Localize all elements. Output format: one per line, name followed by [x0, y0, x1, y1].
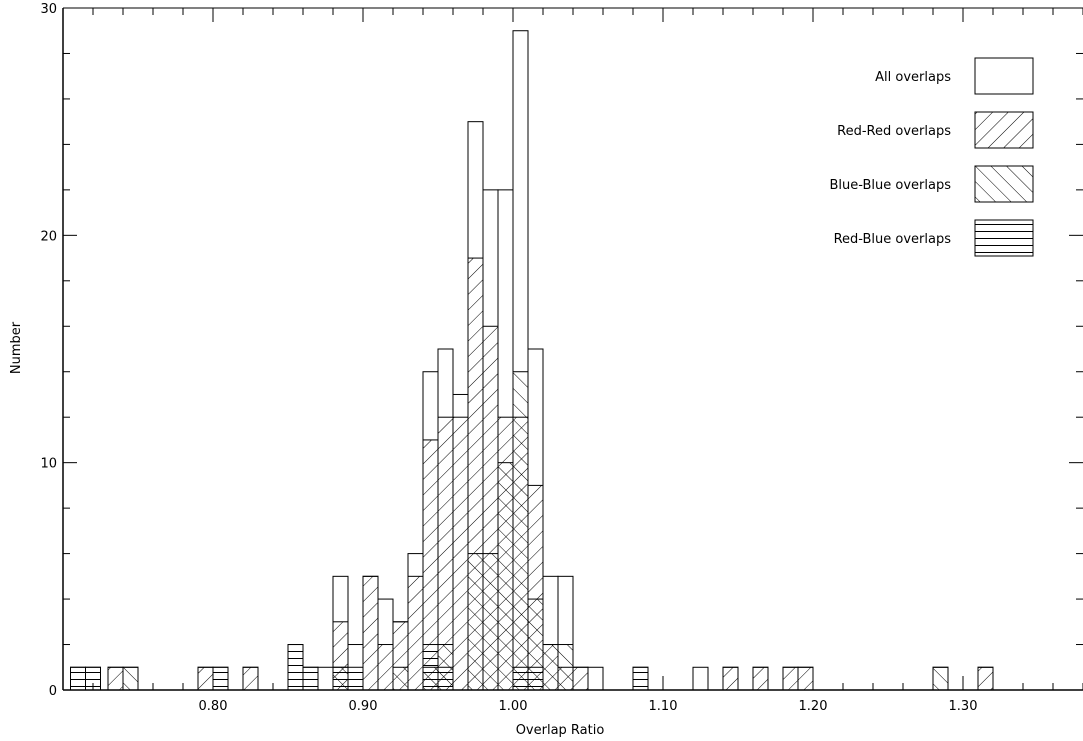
blue-blue-overlaps-bar	[512, 371, 529, 691]
legend-swatch-all-overlaps	[974, 57, 1034, 95]
red-blue-overlaps-bar	[212, 666, 229, 691]
all-overlaps-bar	[692, 666, 709, 691]
red-red-overlaps-bar	[782, 666, 799, 691]
red-blue-overlaps-bar	[437, 666, 454, 691]
x-tick-label: 0.90	[349, 699, 378, 714]
legend-label-all-overlaps: All overlaps	[875, 70, 951, 85]
x-tick-label: 1.30	[949, 699, 978, 714]
all-overlaps-bar	[587, 666, 604, 691]
red-red-overlaps-bar	[197, 666, 214, 691]
red-red-overlaps-bar	[362, 575, 379, 691]
all-overlaps-bar	[317, 666, 334, 691]
y-tick-label: 0	[49, 684, 57, 699]
y-tick-label: 20	[40, 229, 57, 244]
red-blue-overlaps-bar	[332, 666, 349, 691]
blue-blue-overlaps-bar	[392, 666, 409, 691]
legend-swatch-blue-blue-overlaps	[974, 165, 1034, 203]
y-axis-title: Number	[9, 321, 24, 374]
red-red-overlaps-bar	[242, 666, 259, 691]
red-red-overlaps-bar	[107, 666, 124, 691]
red-blue-overlaps-bar	[70, 666, 86, 691]
red-red-overlaps-bar	[452, 416, 469, 691]
blue-blue-overlaps-bar	[932, 666, 949, 691]
red-blue-overlaps-bar	[632, 666, 649, 691]
red-blue-overlaps-bar	[287, 644, 304, 691]
legend-swatch-red-red-overlaps	[974, 111, 1034, 149]
blue-blue-overlaps-bar	[482, 553, 499, 691]
legend-swatch-red-blue-overlaps	[974, 219, 1034, 257]
legend-label-red-blue-overlaps: Red-Blue overlaps	[834, 232, 952, 247]
y-tick-label: 10	[40, 457, 57, 472]
red-red-overlaps-bar	[752, 666, 769, 691]
red-blue-overlaps-bar	[347, 666, 364, 691]
red-red-overlaps-bar	[722, 666, 739, 691]
blue-blue-overlaps-bar	[497, 462, 514, 691]
red-blue-overlaps-series	[70, 644, 649, 691]
y-tick-label: 30	[40, 2, 57, 17]
red-red-overlaps-series	[107, 257, 994, 691]
legend-label-blue-blue-overlaps: Blue-Blue overlaps	[830, 178, 952, 193]
blue-blue-overlaps-bar	[542, 644, 559, 691]
red-blue-overlaps-bar	[527, 666, 544, 691]
blue-blue-overlaps-bar	[467, 553, 484, 691]
red-red-overlaps-bar	[377, 644, 394, 691]
legend: All overlaps Red-Red overlaps Blue-Blue ov…	[830, 57, 1034, 257]
x-tick-label: 0.80	[199, 699, 228, 714]
red-red-overlaps-bar	[797, 666, 814, 691]
red-red-overlaps-bar	[407, 575, 424, 691]
axis-ticks: 0 10 20 30 0.80 0.90 1.00 1.10 1.20 1.30	[40, 2, 1083, 714]
blue-blue-overlaps-bar	[122, 666, 139, 691]
x-axis-title: Overlap Ratio	[516, 723, 605, 738]
red-blue-overlaps-bar	[302, 666, 319, 691]
x-tick-label: 1.20	[799, 699, 828, 714]
red-red-overlaps-bar	[977, 666, 994, 691]
x-tick-label: 1.10	[649, 699, 678, 714]
legend-label-red-red-overlaps: Red-Red overlaps	[837, 124, 951, 139]
x-tick-label: 1.00	[499, 699, 528, 714]
blue-blue-overlaps-bar	[557, 644, 574, 691]
red-blue-overlaps-bar	[512, 666, 529, 691]
red-blue-overlaps-bar	[422, 644, 439, 691]
red-red-overlaps-bar	[572, 666, 589, 691]
